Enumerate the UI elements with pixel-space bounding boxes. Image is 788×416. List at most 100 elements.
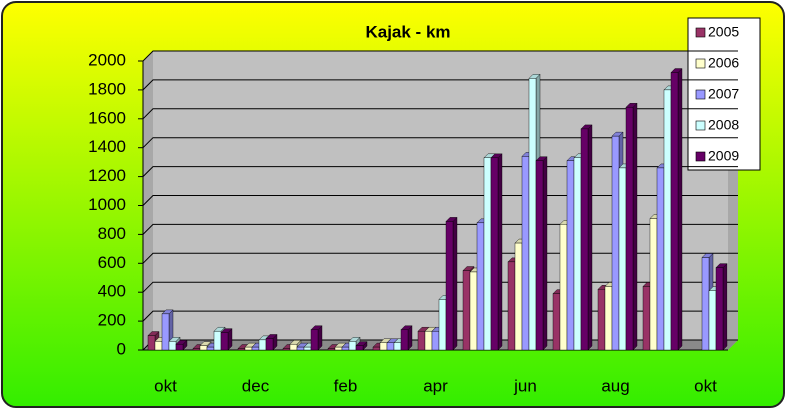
bar-face (393, 342, 402, 351)
y-tick-label: 1400 (88, 137, 126, 156)
bar-face (715, 267, 724, 351)
grid-line (142, 137, 738, 149)
bar-face (168, 341, 177, 351)
y-tick-label: 800 (98, 224, 126, 243)
y-tick-label: 400 (98, 282, 126, 301)
chart-title: Kajak - km (365, 22, 450, 41)
y-tick-label: 1000 (88, 195, 126, 214)
legend-label: 2007 (708, 86, 739, 102)
bar-face (469, 271, 478, 351)
bar-face (611, 135, 620, 351)
bar-face (445, 221, 454, 351)
bar-face (656, 167, 665, 351)
bar-face (649, 218, 658, 351)
bar-face (386, 342, 395, 351)
legend-label: 2005 (708, 24, 739, 40)
bar-face (535, 160, 544, 351)
bar (490, 153, 503, 351)
legend-label: 2009 (708, 148, 739, 164)
bar-face (677, 68, 683, 351)
legend-swatch (695, 27, 706, 38)
x-tick-label: apr (423, 376, 448, 395)
bar (445, 216, 458, 351)
y-tick-label: 1600 (88, 108, 126, 127)
bar-face (573, 157, 582, 351)
bar-face (192, 348, 201, 351)
bar-face (237, 348, 246, 351)
legend-swatch (695, 89, 706, 100)
bar-face (424, 331, 433, 351)
bar-face (521, 156, 530, 351)
bar-face (289, 344, 298, 351)
x-tick-label: dec (242, 376, 270, 395)
y-tick-label: 600 (98, 253, 126, 272)
bar (580, 124, 593, 351)
y-tick-label: 0 (117, 339, 126, 358)
grid-line (142, 108, 738, 120)
bar-face (379, 342, 388, 351)
bar-face (199, 345, 208, 351)
y-tick-label: 1200 (88, 166, 126, 185)
bar (400, 325, 413, 351)
bar (220, 328, 233, 351)
bar-face (282, 348, 291, 351)
bar-face (431, 331, 440, 351)
x-tick-label: aug (601, 376, 629, 395)
bar-face (514, 242, 523, 351)
bar-face (244, 346, 253, 351)
bar-face (642, 286, 651, 351)
bar-face (310, 329, 319, 351)
bar-face (355, 345, 364, 351)
bar-face (334, 346, 343, 351)
legend-label: 2008 (708, 117, 739, 133)
bar-face (154, 341, 163, 351)
bar-face (438, 299, 447, 351)
bar-face (258, 339, 267, 351)
bar-face (462, 270, 471, 351)
bar-face (372, 346, 381, 351)
bar-face (213, 331, 222, 351)
legend-swatch (695, 151, 706, 162)
y-tick-label: 2000 (88, 50, 126, 69)
bar-face (497, 153, 503, 351)
bar-face (625, 107, 634, 351)
bar (175, 339, 188, 351)
bar-face (580, 128, 589, 351)
legend-label: 2006 (708, 55, 739, 71)
x-tick-label: okt (694, 376, 717, 395)
x-tick-label: okt (154, 376, 177, 395)
bar-face (618, 167, 627, 351)
x-tick-label: feb (334, 376, 358, 395)
bar-face (552, 293, 561, 351)
bar-face (400, 329, 409, 351)
bar-face (265, 338, 274, 351)
bar (310, 325, 323, 351)
bar-face (476, 222, 485, 351)
x-tick-label: jun (513, 376, 537, 395)
bar-face (348, 341, 357, 351)
bar-face (490, 157, 499, 351)
bar (265, 333, 278, 351)
bar-face (507, 261, 516, 351)
grid-line (142, 79, 738, 91)
legend-swatch (695, 58, 706, 69)
bar-face (296, 346, 305, 351)
legend-swatch (695, 120, 706, 131)
bar-face (587, 124, 593, 351)
bar-face (483, 157, 492, 351)
bar-face (632, 102, 638, 351)
bar-face (220, 332, 229, 351)
grid-line (142, 50, 738, 62)
bar-face (303, 346, 312, 351)
bar (355, 341, 368, 351)
bar-face (161, 313, 170, 351)
bar-face (559, 224, 568, 351)
bar (625, 102, 638, 351)
bar-face (604, 286, 613, 351)
bar-face (670, 72, 679, 351)
bar-face (542, 156, 548, 351)
bar-face (206, 346, 215, 351)
bar-face (341, 346, 350, 351)
bar-face (566, 160, 575, 351)
